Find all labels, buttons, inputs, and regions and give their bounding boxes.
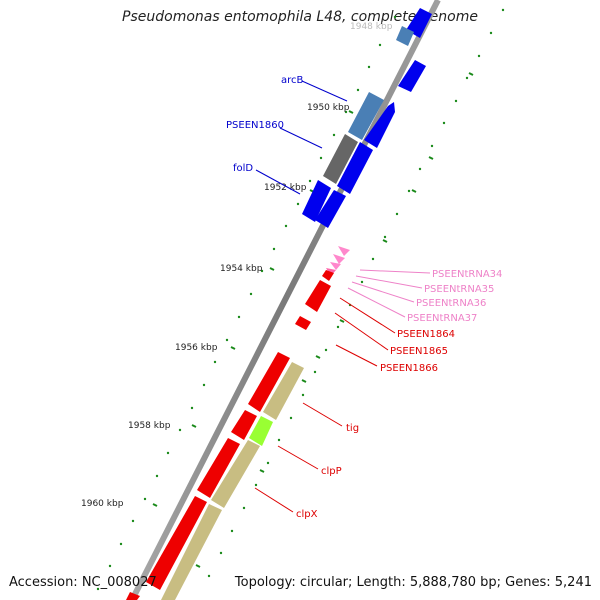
gene-label-trna36[interactable]: PSEENtRNA36 (416, 298, 486, 309)
genome-stats: Topology: circular; Length: 5,888,780 bp… (234, 575, 592, 590)
gene-label-clpX[interactable]: clpX (296, 509, 318, 520)
trna-arrow (338, 246, 350, 256)
gene-label-pseen1864[interactable]: PSEEN1864 (397, 329, 455, 340)
trna-arrow (330, 262, 341, 270)
cog-segment (323, 134, 358, 184)
gene-label-arcB[interactable]: arcB (281, 75, 304, 86)
cds-arrow (197, 438, 240, 498)
tick-label: 1958 kbp (128, 421, 171, 431)
tick-label: 1954 kbp (220, 264, 263, 274)
cog-segment (211, 440, 260, 508)
genome-backbone (129, 0, 441, 600)
cog-segment (302, 180, 331, 222)
tick-label: 1956 kbp (175, 343, 218, 353)
cog-segment (249, 416, 273, 446)
cds-arrow (398, 60, 426, 92)
position-tick-band (96, 15, 397, 591)
cds-arrow (337, 142, 373, 194)
cds-arrow (315, 190, 346, 228)
cds-arrow (295, 316, 311, 330)
cog-track (161, 26, 414, 600)
cog-segment (161, 504, 222, 600)
cds-arrow (126, 592, 140, 600)
accession-label: Accession: NC_008027 (9, 575, 157, 590)
cds-arrow (322, 270, 334, 281)
gene-label-trna35[interactable]: PSEENtRNA35 (424, 284, 494, 295)
cds-arrow (406, 8, 432, 38)
genome-title: Pseudomonas entomophila L48, complete ge… (122, 9, 478, 25)
cds-arrow (364, 102, 395, 148)
gene-label-folD[interactable]: folD (233, 163, 253, 174)
cog-segment (263, 362, 304, 420)
tick-label-faded: 1948 kbp (350, 22, 393, 32)
cog-segment (348, 92, 384, 140)
gene-label-tig[interactable]: tig (346, 423, 359, 434)
gene-label-trna37[interactable]: PSEENtRNA37 (407, 313, 477, 324)
cds-arrow (146, 496, 207, 590)
cds-forward-track (126, 8, 432, 600)
gene-label-pseen1865[interactable]: PSEEN1865 (390, 346, 448, 357)
gene-label-trna34[interactable]: PSEENtRNA34 (432, 269, 502, 280)
gc-skew-dashes (195, 72, 474, 568)
tick-label: 1950 kbp (307, 103, 350, 113)
gene-label-pseen1866[interactable]: PSEEN1866 (380, 363, 438, 374)
gene-label-pseen1860[interactable]: PSEEN1860 (226, 120, 284, 131)
cds-arrow (248, 352, 290, 412)
cds-arrow (231, 410, 257, 440)
cog-segment (396, 26, 414, 46)
cds-arrow (305, 280, 331, 312)
tick-label: 1952 kbp (264, 183, 307, 193)
tick-label: 1960 kbp (81, 499, 124, 509)
trna-arrow (333, 254, 345, 264)
gc-skew-band (207, 8, 505, 578)
gene-label-clpP[interactable]: clpP (321, 466, 342, 477)
